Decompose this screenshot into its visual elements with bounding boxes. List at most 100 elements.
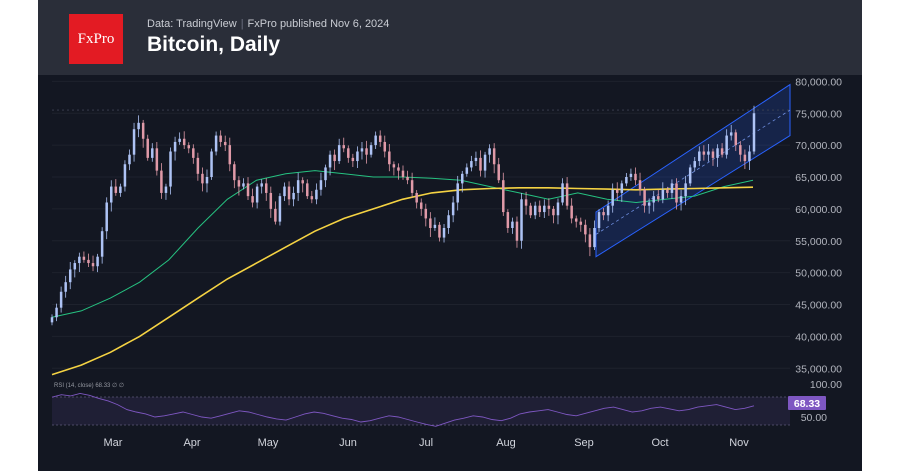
candle-body (652, 196, 655, 203)
candle-body (693, 161, 696, 168)
y-tick-label: 45,000.00 (795, 300, 842, 312)
candle-body (638, 180, 642, 190)
candle-body (497, 164, 500, 181)
candle-body (552, 208, 555, 216)
candle-body (306, 183, 309, 197)
rsi-value-badge (788, 396, 826, 410)
candle-body (55, 307, 58, 318)
candle-body (483, 154, 487, 171)
candle-body (59, 291, 63, 308)
candle-body (160, 170, 163, 193)
chart-source: Data: TradingView | FxPro published Nov 6,… (147, 18, 390, 30)
x-tick-label: Nov (729, 437, 749, 449)
candle-body (151, 148, 154, 158)
candle-body (666, 189, 669, 193)
candle-body (337, 145, 341, 162)
candle-body (684, 183, 687, 197)
candle-body (679, 196, 683, 203)
candle-body (132, 129, 136, 155)
candle-body (301, 180, 304, 184)
candle-body (392, 164, 396, 168)
candle-body (752, 113, 756, 152)
candle-body (324, 167, 327, 181)
fxpro-logo: FxPro (69, 14, 123, 64)
candle-body (87, 259, 90, 264)
x-tick-label: Oct (651, 437, 668, 449)
candle-body (283, 186, 286, 197)
candle-body (479, 157, 482, 171)
candle-body (657, 196, 660, 200)
candle-body (419, 202, 423, 209)
candle-body (716, 148, 719, 158)
candle-body (661, 189, 665, 200)
candle-body (433, 224, 437, 228)
candle-body (82, 256, 86, 260)
candle-body (606, 205, 610, 216)
candle-body (688, 167, 692, 184)
candle-body (182, 138, 186, 146)
candle-body (711, 151, 715, 158)
candle-body (629, 173, 633, 177)
candle-body (64, 282, 67, 292)
candle-body (488, 148, 491, 155)
candle-body (675, 183, 678, 203)
candle-body (597, 212, 601, 228)
candle-body (415, 192, 418, 203)
candle-body (365, 148, 368, 155)
candle-body (388, 151, 391, 165)
candle-body (465, 167, 469, 174)
candle-body (698, 151, 701, 162)
candle-body (643, 189, 646, 206)
y-tick-label: 80,000.00 (795, 76, 842, 88)
candle-body (310, 196, 314, 200)
candle-body (374, 135, 377, 146)
rsi-value-label: 68.33 (794, 398, 820, 410)
candle-body (634, 173, 637, 181)
candle-body (561, 183, 564, 203)
candle-body (123, 164, 127, 187)
candle-body (278, 196, 282, 222)
data-source: Data: TradingView (147, 18, 237, 30)
y-tick-label: 40,000.00 (795, 331, 842, 343)
candle-body (128, 154, 131, 165)
candle-body (447, 215, 450, 228)
candle-body (100, 231, 104, 257)
candle-body (702, 151, 706, 155)
candle-body (533, 205, 537, 216)
candle-body (219, 135, 222, 142)
candle-body (178, 138, 181, 142)
candle-body (169, 151, 172, 187)
candle-body (470, 161, 473, 168)
candle-body (269, 192, 273, 209)
chart-frame: FxPro Data: TradingView | FxPro published … (38, 0, 862, 471)
candle-body (260, 183, 263, 187)
x-tick-label: Jun (339, 437, 357, 449)
candle-body (584, 224, 587, 235)
price-chart: 80,000.00 75,000.00 70,000.00 65,000.00 60,0… (50, 76, 842, 449)
candle-body (442, 228, 446, 238)
y-tick-label: 70,000.00 (795, 140, 842, 152)
candle-body (529, 205, 532, 216)
x-tick-label: Mar (104, 437, 123, 449)
candle-body (141, 122, 145, 139)
candle-body (739, 145, 742, 155)
candle-body (734, 132, 738, 146)
candle-body (223, 141, 227, 146)
candle-body (137, 122, 140, 130)
candle-body (429, 218, 432, 228)
candle-body (743, 154, 747, 162)
candle-body (647, 202, 651, 206)
candle-body (196, 157, 200, 174)
candle-body (438, 224, 441, 238)
candle-body (192, 148, 195, 158)
candle-body (91, 263, 95, 267)
candle-body (251, 196, 254, 203)
candle-body (543, 205, 546, 213)
candle-body (369, 145, 373, 155)
rsi-tick-label: 50.00 (801, 412, 827, 424)
candle-body (214, 135, 218, 152)
candle-body (360, 148, 364, 152)
x-tick-label: Aug (496, 437, 516, 449)
rsi-band (52, 397, 790, 425)
y-tick-label: 35,000.00 (795, 363, 842, 375)
